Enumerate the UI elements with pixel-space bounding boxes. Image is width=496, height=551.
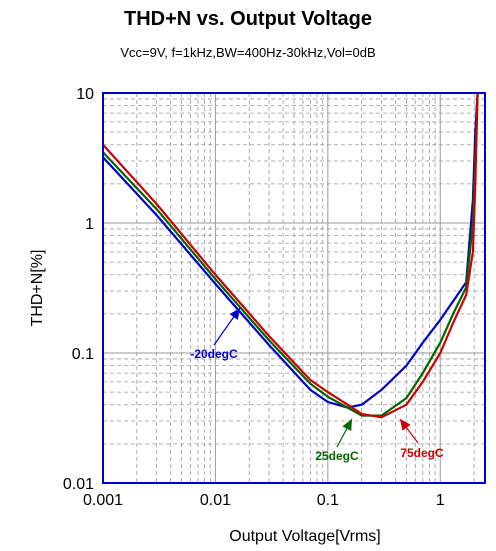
annotation-label: 25degC — [315, 449, 359, 463]
annotation-layer: -20degC 25degC 75degC — [190, 307, 444, 463]
annotation-label: -20degC — [190, 347, 238, 361]
series-layer — [102, 92, 479, 419]
y-tick-label: 0.01 — [63, 476, 94, 493]
plot-frame — [102, 92, 486, 484]
chart-subtitle: Vcc=9V, f=1kHz,BW=400Hz-30kHz,Vol=0dB — [120, 45, 376, 60]
grid-layer — [103, 93, 485, 483]
series-line-25degC — [102, 92, 479, 417]
series-line--20degC — [102, 92, 479, 409]
y-axis-label: THD+N[%] — [29, 250, 46, 327]
y-tick-label: 0.1 — [72, 346, 94, 363]
x-tick-label: 0.001 — [83, 492, 123, 509]
x-tick-label: 0.01 — [200, 492, 231, 509]
x-tick-label: 0.1 — [317, 492, 339, 509]
y-tick-label: 1 — [85, 216, 94, 233]
annotation-arrow-head — [342, 419, 352, 432]
x-tick-label: 1 — [436, 492, 445, 509]
chart-title: THD+N vs. Output Voltage — [124, 8, 372, 30]
annotation-label: 75degC — [400, 446, 444, 460]
series-line-75degC — [102, 92, 479, 419]
annotation-arrow-head — [400, 419, 411, 431]
x-axis-label: Output Voltage[Vrms] — [229, 528, 381, 545]
annotation-arrow-head — [229, 308, 240, 320]
y-tick-label: 10 — [76, 86, 94, 103]
